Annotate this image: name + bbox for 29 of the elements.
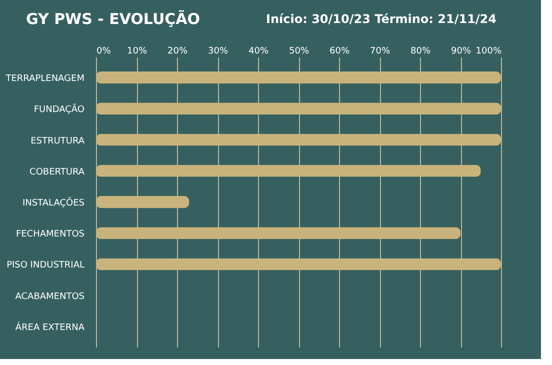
chart-subtitle: Início: 30/10/23 Término: 21/11/24 bbox=[266, 12, 497, 26]
x-tick-label: 80% bbox=[410, 46, 431, 56]
y-tick-label: FUNDAÇÃO bbox=[34, 103, 84, 116]
bar bbox=[96, 196, 190, 208]
x-tick-label: 20% bbox=[167, 46, 188, 56]
chart-title: GY PWS - EVOLUÇÃO bbox=[26, 10, 200, 28]
y-tick-label: ÁREA EXTERNA bbox=[15, 320, 86, 333]
x-tick-label: 30% bbox=[208, 46, 228, 56]
bar bbox=[96, 227, 460, 240]
y-tick-label: ESTRUTURA bbox=[30, 136, 86, 146]
bar bbox=[96, 164, 481, 177]
y-tick-label: TERRAPLENAGEM bbox=[4, 74, 84, 84]
x-tick-label: 50% bbox=[288, 46, 310, 56]
x-tick-label: 10% bbox=[126, 46, 148, 56]
y-tick-label: FECHAMENTOS bbox=[16, 230, 85, 240]
bar bbox=[96, 102, 501, 115]
x-tick-label: 70% bbox=[370, 46, 390, 56]
bar bbox=[96, 134, 501, 146]
x-tick-label: 60% bbox=[329, 46, 350, 56]
bar bbox=[96, 258, 501, 270]
bar bbox=[96, 72, 501, 84]
y-tick-label: COBERTURA bbox=[30, 167, 86, 178]
x-tick-label: 40% bbox=[248, 46, 269, 56]
x-tick-label: 90% bbox=[450, 46, 472, 56]
y-tick-label: INSTALAÇÕES bbox=[22, 196, 85, 208]
x-tick-label: 100% bbox=[476, 46, 502, 56]
x-tick-label: 0% bbox=[96, 46, 112, 56]
y-tick-label: ACABAMENTOS bbox=[15, 292, 85, 302]
y-tick-label: PISO INDUSTRIAL bbox=[6, 260, 84, 271]
